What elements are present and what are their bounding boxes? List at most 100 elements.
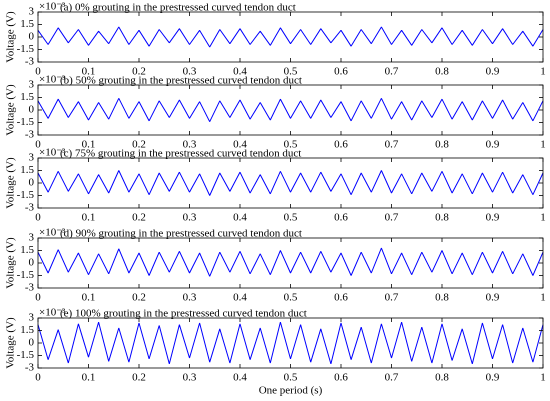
y-tick-label: -3 [25, 56, 35, 68]
x-tick-label: 0.4 [233, 292, 247, 304]
x-tick-label: 0.9 [486, 372, 500, 384]
y-axis-label: Voltage (V) [5, 317, 17, 369]
signal-line [37, 170, 544, 196]
x-tick-label: 0.2 [132, 139, 146, 151]
panel-title: (d) 90% grouting in the prestressed curv… [60, 228, 302, 240]
panel-title: (a) 0% grouting in the prestressed curve… [60, 2, 296, 14]
y-axis-label: Voltage (V) [5, 11, 17, 63]
x-tick-label: 0.7 [385, 212, 399, 224]
y-axis-label: Voltage (V) [5, 84, 17, 136]
x-tick-label: 0.8 [435, 292, 449, 304]
y-offset-text: ×10⁻³ [39, 227, 66, 239]
x-tick-label: 0.9 [486, 66, 500, 78]
x-tick-label: 0.1 [82, 372, 96, 384]
x-tick-label: 0.4 [233, 372, 247, 384]
x-tick-label: 0 [35, 139, 41, 151]
x-tick-label: 0.7 [385, 139, 399, 151]
x-tick-label: 0.7 [385, 66, 399, 78]
x-tick-label: 0.8 [435, 66, 449, 78]
y-tick-label: 0 [29, 257, 35, 269]
y-axis-label: Voltage (V) [5, 237, 17, 289]
x-tick-label: 0.3 [183, 212, 197, 224]
x-tick-label: 0.8 [435, 139, 449, 151]
x-tick-label: 0.8 [435, 372, 449, 384]
y-tick-label: 0 [29, 31, 35, 43]
signal-line [37, 26, 544, 48]
x-tick-label: 0.5 [284, 292, 298, 304]
x-tick-label: 0.4 [233, 139, 247, 151]
y-tick-label: -1.5 [17, 43, 35, 55]
x-tick-label: 0.4 [233, 66, 247, 78]
x-tick-label: 0 [35, 66, 41, 78]
y-tick-label: 0 [29, 337, 35, 349]
y-tick-label: -3 [25, 129, 35, 141]
x-tick-label: 0 [35, 372, 41, 384]
panel-title: (b) 50% grouting in the prestressed curv… [60, 75, 302, 87]
x-tick-label: 0 [35, 292, 41, 304]
y-tick-label: -3 [25, 362, 35, 374]
x-tick-label: 0.9 [486, 212, 500, 224]
signal-line [37, 247, 544, 277]
signal-line [37, 322, 544, 364]
signal-line [37, 98, 544, 122]
x-tick-label: 0.4 [233, 212, 247, 224]
x-tick-label: 0.1 [82, 66, 96, 78]
y-tick-label: 1.5 [20, 324, 34, 336]
x-tick-label: 0.5 [284, 139, 298, 151]
x-tick-label: 1 [540, 212, 546, 224]
y-offset-text: ×10⁻³ [39, 74, 66, 86]
y-tick-label: 0 [29, 104, 35, 116]
x-tick-label: 0.8 [435, 212, 449, 224]
x-tick-label: 1 [540, 139, 546, 151]
y-tick-label: 0 [29, 177, 35, 189]
x-tick-label: 0.2 [132, 212, 146, 224]
x-tick-label: 1 [540, 66, 546, 78]
x-tick-label: 0.2 [132, 66, 146, 78]
x-tick-label: 0.3 [183, 139, 197, 151]
x-tick-label: 0.6 [334, 212, 348, 224]
panel-title: (c) 75% grouting in the prestressed curv… [60, 148, 301, 160]
y-tick-label: 1.5 [20, 18, 34, 30]
x-tick-label: 0.9 [486, 139, 500, 151]
x-tick-label: 0.9 [486, 292, 500, 304]
x-tick-label: 0.1 [82, 139, 96, 151]
x-tick-label: 0.3 [183, 292, 197, 304]
x-tick-label: 0.6 [334, 139, 348, 151]
x-axis-label: One period (s) [259, 385, 323, 397]
x-tick-label: 0.3 [183, 372, 197, 384]
y-tick-label: -3 [25, 282, 35, 294]
y-tick-label: 1.5 [20, 91, 34, 103]
y-tick-label: 3 [29, 152, 35, 164]
y-tick-label: -1.5 [17, 116, 35, 128]
y-tick-label: 3 [29, 6, 35, 18]
y-tick-label: -1.5 [17, 349, 35, 361]
x-tick-label: 1 [540, 372, 546, 384]
y-tick-label: -1.5 [17, 189, 35, 201]
x-tick-label: 0.7 [385, 292, 399, 304]
y-tick-label: 3 [29, 79, 35, 91]
y-tick-label: 1.5 [20, 164, 34, 176]
x-tick-label: 0.5 [284, 66, 298, 78]
y-tick-label: -1.5 [17, 269, 35, 281]
y-offset-text: ×10⁻³ [39, 307, 66, 319]
x-tick-label: 0.7 [385, 372, 399, 384]
x-tick-label: 0.1 [82, 212, 96, 224]
y-tick-label: 3 [29, 312, 35, 324]
x-tick-label: 0.6 [334, 292, 348, 304]
x-tick-label: 0.6 [334, 66, 348, 78]
x-tick-label: 0.6 [334, 372, 348, 384]
y-tick-label: -3 [25, 202, 35, 214]
y-tick-label: 3 [29, 232, 35, 244]
x-tick-label: 0.2 [132, 292, 146, 304]
x-tick-label: 0 [35, 212, 41, 224]
y-tick-label: 1.5 [20, 244, 34, 256]
y-offset-text: ×10⁻³ [39, 147, 66, 159]
x-tick-label: 0.5 [284, 372, 298, 384]
y-offset-text: ×10⁻³ [39, 1, 66, 13]
y-axis-label: Voltage (V) [5, 157, 17, 209]
x-tick-label: 0.2 [132, 372, 146, 384]
panel-title: (e) 100% grouting in the prestressed cur… [60, 308, 307, 320]
x-tick-label: 0.1 [82, 292, 96, 304]
x-tick-label: 1 [540, 292, 546, 304]
